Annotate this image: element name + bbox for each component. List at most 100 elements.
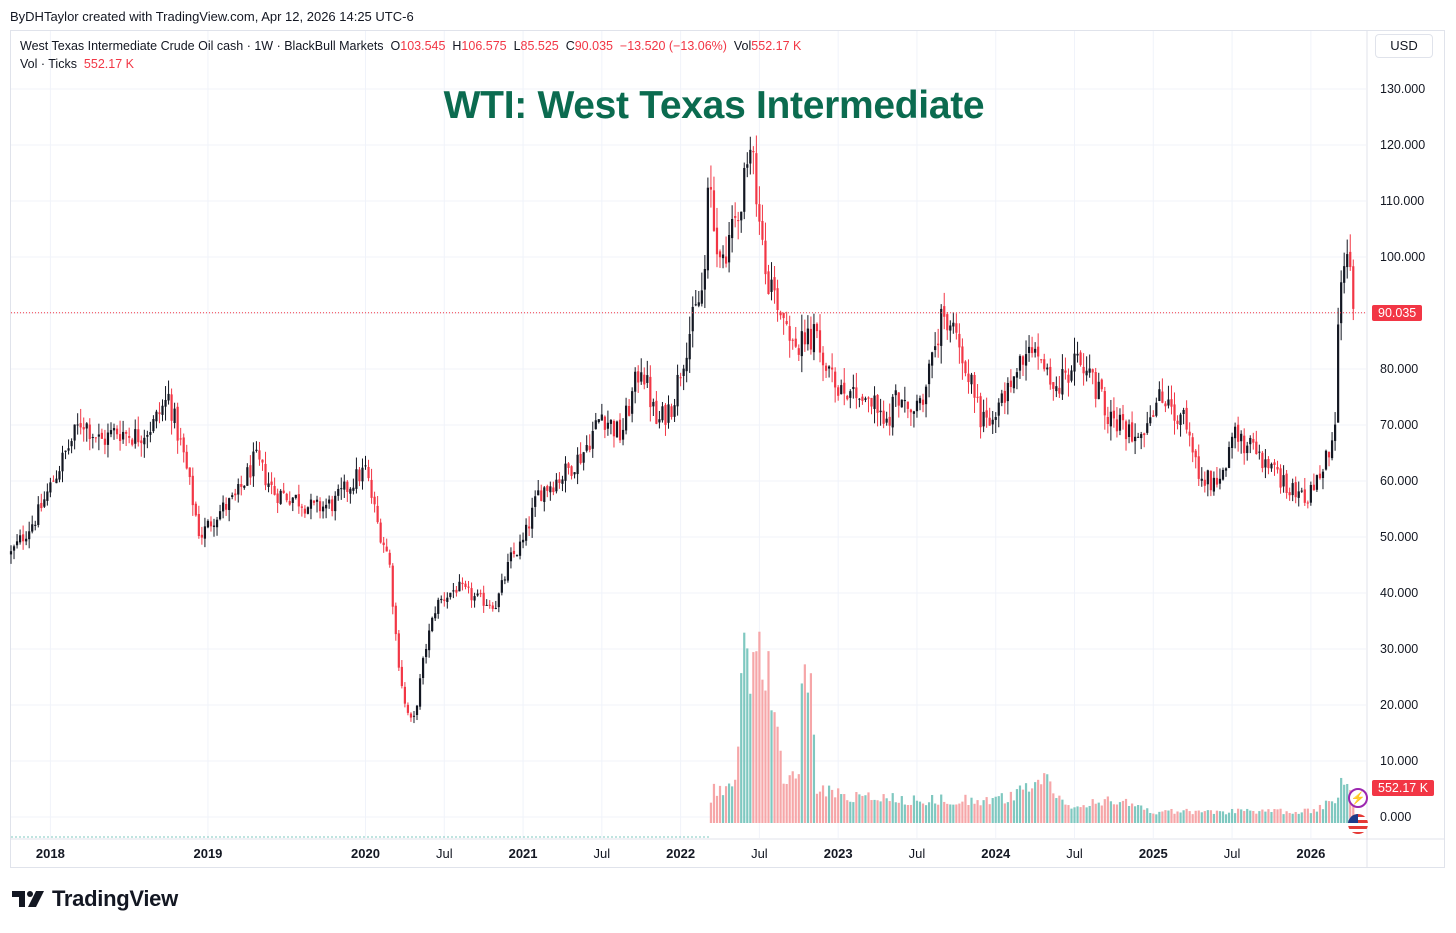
symbol-description[interactable]: West Texas Intermediate Crude Oil cash ·… (20, 39, 384, 53)
candle-body (506, 562, 510, 581)
volume-bar (1112, 804, 1116, 823)
candle-body (709, 187, 713, 190)
candle-body (843, 382, 846, 394)
candle-body (1094, 372, 1097, 399)
close-label: C (565, 39, 575, 53)
candle-body (1118, 414, 1122, 431)
x-tick-label: Jul (436, 846, 453, 861)
candle-body (476, 593, 479, 596)
volume-bar (1137, 805, 1140, 823)
candle-body (412, 715, 416, 717)
candle-body (1285, 473, 1288, 494)
volume-bar (1070, 808, 1073, 823)
candle-body (1255, 441, 1258, 455)
y-tick-label: 30.000 (1380, 642, 1418, 656)
candle-body (837, 387, 840, 396)
volume-bar (709, 802, 713, 823)
volume-bar (894, 802, 897, 823)
candle-body (146, 434, 149, 437)
candle-body (1312, 484, 1315, 491)
candle-body (1227, 447, 1231, 468)
volume-bar (1091, 799, 1094, 823)
volume-series-label[interactable]: Vol · Ticks (20, 57, 77, 71)
x-tick-label: Jul (1066, 846, 1083, 861)
y-tick-label: 60.000 (1380, 474, 1418, 488)
tradingview-wordmark: TradingView (52, 886, 178, 911)
y-tick-label: 130.000 (1380, 82, 1425, 96)
volume-bar (773, 712, 776, 823)
x-tick-label: 2024 (981, 846, 1011, 861)
x-tick-label: 2021 (509, 846, 538, 861)
volume-series-value: 552.17 K (83, 57, 134, 71)
candle-body (428, 630, 431, 651)
candle-body (370, 479, 373, 498)
candle-body (564, 463, 567, 481)
lightning-bolt-icon[interactable]: ⚡ (1348, 788, 1368, 808)
candle-body (652, 401, 655, 407)
candle-body (79, 423, 82, 428)
candle-body (61, 452, 64, 472)
candle-body (643, 374, 646, 385)
candle-body (491, 605, 494, 609)
candle-body (806, 328, 809, 345)
candle-body (685, 357, 688, 372)
volume-bar (1167, 810, 1170, 823)
candle-body (421, 658, 425, 678)
candle-body (1009, 380, 1012, 387)
volume-bar (1261, 809, 1264, 823)
chart-pane[interactable] (10, 30, 1445, 868)
candle-body (494, 608, 497, 610)
candle-body (1012, 376, 1016, 389)
volume-bar (918, 801, 922, 823)
volume-bar (755, 651, 758, 823)
candle-body (1091, 369, 1094, 373)
volume-bar (767, 651, 770, 823)
candle-body (994, 417, 997, 420)
candle-body (1333, 424, 1337, 441)
candle-body (1061, 369, 1064, 395)
candle-body (582, 452, 585, 463)
candle-body (870, 397, 873, 407)
candle-body (485, 604, 488, 606)
candle-body (700, 290, 703, 304)
volume-bar (912, 795, 916, 823)
volume-bar (1152, 813, 1155, 823)
volume-bar (855, 792, 858, 823)
candle-body (1024, 354, 1028, 366)
candle-body (94, 437, 97, 439)
high-label: H (452, 39, 462, 53)
candle-body (970, 374, 973, 385)
candle-body (891, 396, 894, 428)
candle-body (28, 531, 31, 540)
candle-body (1200, 478, 1203, 481)
tradingview-logo[interactable]: TradingView (12, 886, 178, 912)
candle-body (546, 485, 549, 491)
volume-bar (843, 794, 846, 823)
y-tick-label: 50.000 (1380, 530, 1418, 544)
volume-bar (982, 800, 985, 823)
candle-body (1003, 390, 1006, 403)
candle-body (100, 432, 103, 439)
candle-body (385, 546, 388, 552)
volume-bar (1085, 807, 1088, 823)
volume-bar (1333, 803, 1337, 823)
candle-body (515, 555, 519, 557)
candle-body (112, 428, 116, 431)
candle-body (785, 321, 788, 325)
us-flag-icon[interactable] (1348, 814, 1368, 834)
volume-bar (994, 796, 997, 823)
candle-body (149, 432, 152, 435)
volume-bar (1234, 813, 1237, 823)
volume-bar (952, 804, 955, 823)
candle-body (1340, 282, 1343, 324)
candle-body (858, 398, 861, 400)
volume-bar (1318, 804, 1322, 823)
candle-body (103, 438, 107, 445)
candle-body (325, 504, 328, 509)
x-tick-label: 2019 (193, 846, 222, 861)
candle-body (1191, 437, 1194, 453)
currency-button[interactable]: USD (1375, 34, 1433, 58)
candle-body (646, 375, 649, 383)
candle-body (1161, 391, 1164, 403)
